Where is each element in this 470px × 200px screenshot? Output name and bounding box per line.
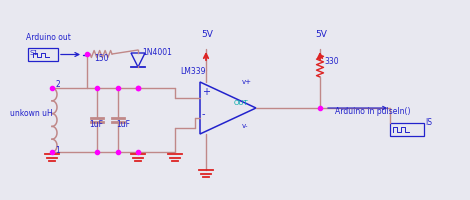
Text: 1uF: 1uF (89, 120, 103, 129)
Text: +: + (202, 87, 210, 97)
Text: 5V: 5V (315, 30, 327, 39)
Text: 1: 1 (55, 146, 60, 155)
Text: 150: 150 (94, 54, 109, 63)
Text: unkown uH: unkown uH (10, 109, 53, 118)
Text: 330: 330 (324, 57, 338, 66)
Text: 1N4001: 1N4001 (142, 48, 172, 57)
Text: 1uF: 1uF (116, 120, 130, 129)
Text: LM339: LM339 (180, 67, 205, 76)
Text: OUT: OUT (234, 100, 249, 106)
Text: S1: S1 (29, 50, 38, 56)
Text: v-: v- (242, 123, 249, 129)
Text: Arduino out: Arduino out (26, 33, 71, 42)
Text: 5V: 5V (201, 30, 213, 39)
Text: 2: 2 (55, 80, 60, 89)
Text: v+: v+ (242, 79, 252, 85)
Text: IS: IS (425, 118, 432, 127)
Text: Arduino in pulseln(): Arduino in pulseln() (335, 107, 410, 116)
Text: -: - (202, 109, 205, 119)
